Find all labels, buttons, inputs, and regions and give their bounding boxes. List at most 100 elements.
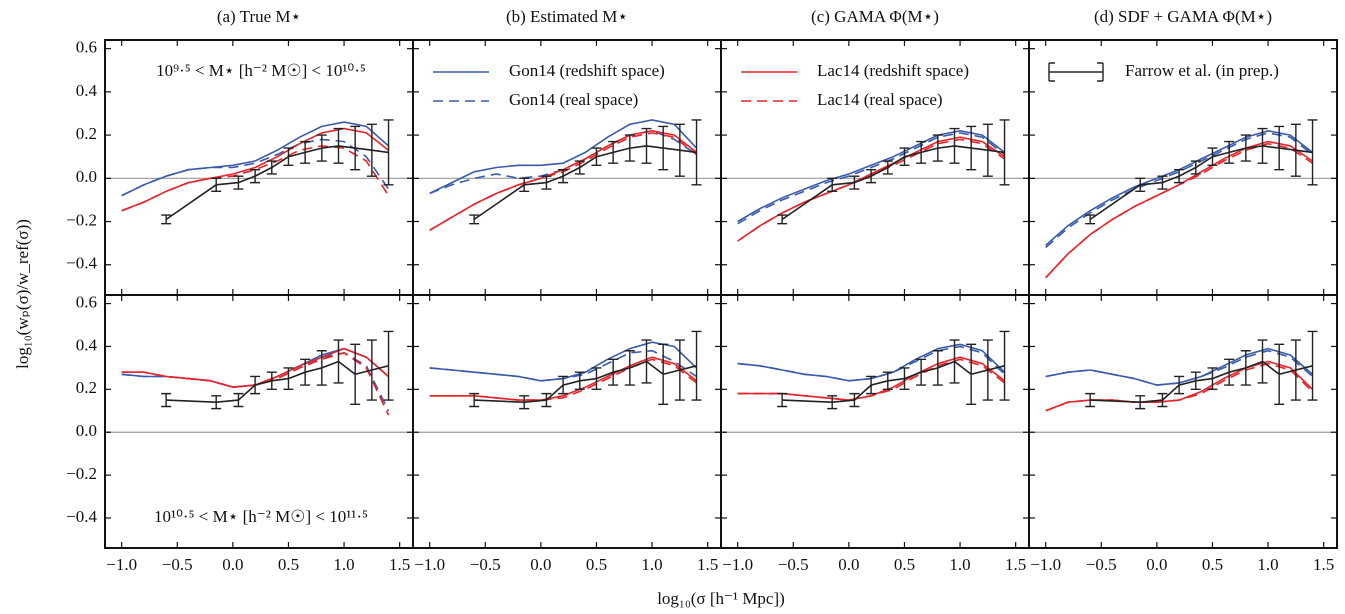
error-bar <box>932 134 943 162</box>
model-line <box>737 132 1005 225</box>
error-bar <box>350 343 361 406</box>
error-bar <box>866 375 877 395</box>
error-bar <box>558 168 569 184</box>
error-bar <box>161 214 172 225</box>
model-line <box>121 138 390 197</box>
error-bar <box>1307 119 1318 186</box>
error-bar <box>519 177 530 192</box>
model-line <box>429 129 697 195</box>
error-bar <box>899 367 910 391</box>
x-tick-label: 1.0 <box>949 555 970 574</box>
error-bar <box>283 147 294 167</box>
y-tick-label: 0.4 <box>76 81 98 100</box>
error-bar <box>250 375 261 395</box>
x-tick-label: 1.5 <box>389 555 410 574</box>
model-line <box>1045 362 1314 412</box>
legend-label: Lac14 (real space) <box>817 90 943 109</box>
model-line <box>737 129 1005 223</box>
error-bar <box>1240 350 1251 386</box>
annotation: 10¹⁰·⁵ < M⋆ [h⁻² M☉] < 10¹¹·⁵ <box>154 507 368 526</box>
error-bar <box>350 125 361 171</box>
x-tick-label: 1.0 <box>333 555 354 574</box>
error-bar <box>1085 214 1096 225</box>
error-bar <box>899 147 910 167</box>
observation-line <box>165 145 389 221</box>
error-bar <box>1174 375 1185 395</box>
y-tick-label: −0.2 <box>66 464 97 483</box>
error-bar <box>999 119 1010 186</box>
error-bar <box>541 175 552 190</box>
error-bar <box>1290 123 1301 177</box>
error-bar <box>916 140 927 164</box>
observation-line <box>473 145 697 221</box>
legend-symbol <box>1048 62 1104 82</box>
error-bar <box>541 392 552 408</box>
error-bar <box>674 339 685 401</box>
error-bar <box>658 125 669 171</box>
y-tick-label: 0.0 <box>76 421 97 440</box>
model-line <box>737 345 1006 382</box>
model-line <box>1045 140 1313 279</box>
error-bar <box>1190 371 1201 391</box>
error-bar <box>211 177 222 192</box>
legend-label: Farrow et al. (in prep.) <box>1125 61 1279 80</box>
error-bar <box>608 140 619 164</box>
model-line <box>737 343 1006 382</box>
model-line <box>429 119 698 195</box>
model-line <box>429 341 698 382</box>
model-line <box>737 136 1005 242</box>
error-bar <box>366 123 377 177</box>
error-bar <box>866 168 877 184</box>
x-tick-label: −1.0 <box>106 555 137 574</box>
error-bar <box>316 350 327 386</box>
error-bar <box>624 134 635 162</box>
error-bar <box>383 119 394 186</box>
error-bar <box>300 358 311 386</box>
error-bar <box>591 147 602 167</box>
model-line <box>121 145 390 212</box>
x-tick-label: −1.0 <box>722 555 753 574</box>
error-bar <box>383 330 394 401</box>
x-tick-label: −1.0 <box>1030 555 1061 574</box>
error-bar <box>849 175 860 190</box>
observation-line <box>1089 145 1313 221</box>
error-bar <box>1240 134 1251 162</box>
observation-line <box>166 360 389 404</box>
panel-title: (b) Estimated M⋆ <box>506 7 628 26</box>
observation-line <box>1090 360 1313 404</box>
error-bar <box>283 367 294 391</box>
error-bar <box>333 127 344 164</box>
error-bar <box>641 127 652 164</box>
y-tick-label: −0.4 <box>66 254 97 273</box>
panel-title: (c) GAMA Φ(M⋆) <box>811 7 939 26</box>
x-tick-label: 0.0 <box>530 555 551 574</box>
error-bar <box>366 339 377 401</box>
error-bar <box>1257 339 1268 384</box>
model-line <box>1045 132 1313 249</box>
error-bar <box>333 339 344 384</box>
error-bar <box>1257 127 1268 164</box>
x-tick-label: 0.5 <box>894 555 915 574</box>
error-bar <box>1207 367 1218 391</box>
error-bar <box>574 160 585 175</box>
y-tick-label: −0.4 <box>66 507 97 526</box>
x-tick-label: 0.5 <box>586 555 607 574</box>
x-tick-label: −0.5 <box>1086 555 1117 574</box>
x-tick-label: 1.5 <box>1005 555 1026 574</box>
error-bar <box>1307 330 1318 401</box>
error-bar <box>949 127 960 164</box>
legend-label: Gon14 (redshift space) <box>509 61 665 80</box>
y-tick-label: −0.2 <box>66 210 97 229</box>
error-bar <box>827 395 838 410</box>
observation-line <box>782 360 1005 404</box>
error-bar <box>266 371 277 391</box>
error-bar <box>1190 160 1201 175</box>
error-bar <box>966 343 977 406</box>
error-bar <box>1135 395 1146 410</box>
error-bar <box>949 339 960 384</box>
error-bar <box>211 395 222 410</box>
error-bar <box>1224 140 1235 164</box>
x-tick-label: −0.5 <box>778 555 809 574</box>
model-line <box>121 121 390 197</box>
